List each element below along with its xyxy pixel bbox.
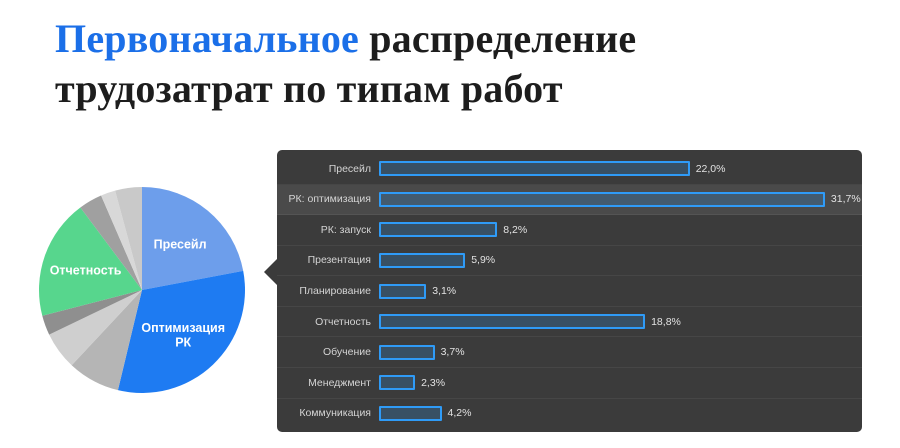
bar-category-label: Обучение (322, 346, 371, 359)
bar-category-label: Пресейл (328, 162, 371, 175)
bar (379, 314, 646, 330)
bar-value-label: 22,0% (695, 162, 726, 175)
bar-category-label: Менеджмент (308, 376, 371, 389)
bar-area: 2,3% (379, 375, 854, 391)
bar-row: РК: оптимизация 31,7% (277, 184, 862, 216)
pie-slice-label: Оптимизация РК (141, 321, 225, 349)
pie-chart: Пресейл Оптимизация РК Отчетность (38, 187, 245, 394)
pie-slice (71, 290, 142, 391)
bar-area: 5,9% (379, 252, 854, 268)
bar (379, 191, 825, 207)
pie-slice (80, 195, 142, 290)
bar-value-label: 3,1% (432, 285, 457, 298)
bar-area: 3,7% (379, 344, 854, 360)
title-rest: распределение трудозатрат по типам работ (55, 16, 637, 111)
pie-slice-label: Отчетность (50, 264, 122, 278)
bar-chart-panel: Пресейл 22,0% РК: оптимизация 31,7% РК: запу… (264, 150, 862, 432)
bar-category-label: РК: запуск (320, 223, 371, 236)
bar-category-label: Презентация (307, 254, 371, 267)
bar-row: Планирование 3,1% (277, 276, 862, 307)
pie-slice-label: Пресейл (154, 237, 207, 251)
bar-area: 8,2% (379, 222, 854, 238)
bar-row: Отчетность 18,8% (277, 307, 862, 338)
pie-slice (115, 187, 142, 290)
bar-area: 18,8% (379, 314, 854, 330)
bar-row: Обучение 3,7% (277, 337, 862, 368)
bar (379, 344, 435, 360)
bar-row: Менеджмент 2,3% (277, 368, 862, 399)
bar-category-label: Планирование (299, 285, 371, 298)
panel-pointer-arrow (264, 259, 277, 285)
title-highlight: Первоначальное (55, 16, 359, 61)
bar-rows: Пресейл 22,0% РК: оптимизация 31,7% РК: запу… (277, 154, 862, 428)
bar-row: Пресейл 22,0% (277, 154, 862, 185)
bar (379, 252, 466, 268)
pie-slice (42, 290, 142, 335)
bar-value-label: 3,7% (440, 346, 465, 359)
bar-value-label: 18,8% (651, 315, 681, 328)
bar-value-label: 4,2% (447, 407, 472, 420)
bar-value-label: 31,7% (830, 193, 861, 206)
bar-value-label: 8,2% (503, 223, 528, 236)
bar-row: РК: запуск 8,2% (277, 215, 862, 246)
bar-category-label: РК: оптимизация (288, 193, 371, 206)
bar (379, 375, 416, 391)
pie-slice (101, 190, 142, 290)
bar-area: 4,2% (379, 405, 854, 421)
bar-row: Презентация 5,9% (277, 246, 862, 277)
pie-slice (117, 270, 245, 394)
bar (379, 405, 442, 421)
bar-area: 3,1% (379, 283, 854, 299)
bar-area: 31,7% (379, 191, 861, 207)
bar-category-label: Коммуникация (299, 407, 371, 420)
bar (379, 222, 498, 238)
bar-value-label: 5,9% (471, 254, 496, 267)
bar-value-label: 2,3% (421, 376, 446, 389)
bar (379, 283, 427, 299)
pie-slice (142, 187, 244, 290)
bar-row: Коммуникация 4,2% (277, 399, 862, 429)
pie-slice (38, 207, 142, 316)
bar-category-label: Отчетность (315, 315, 371, 328)
pie-slice (49, 290, 142, 366)
page-title: Первоначальное распределение трудозатрат… (55, 14, 855, 114)
bar (379, 161, 690, 177)
bar-area: 22,0% (379, 161, 854, 177)
